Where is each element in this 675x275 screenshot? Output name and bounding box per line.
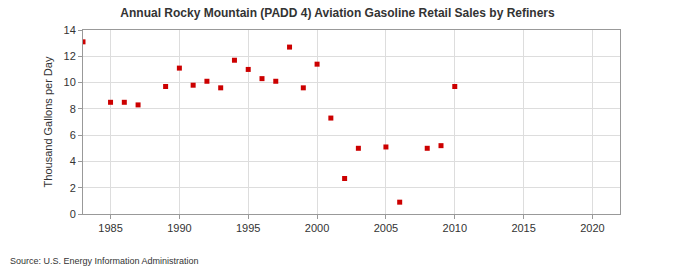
svg-text:0: 0: [70, 208, 76, 220]
svg-text:1990: 1990: [167, 222, 191, 234]
svg-text:8: 8: [70, 103, 76, 115]
svg-text:14: 14: [64, 24, 76, 36]
svg-text:2010: 2010: [443, 222, 467, 234]
svg-text:12: 12: [64, 50, 76, 62]
svg-text:2020: 2020: [580, 222, 604, 234]
svg-text:1985: 1985: [98, 222, 122, 234]
svg-text:Thousand Gallons per Day: Thousand Gallons per Day: [42, 56, 54, 187]
svg-text:2: 2: [70, 182, 76, 194]
svg-text:1995: 1995: [236, 222, 260, 234]
svg-text:10: 10: [64, 76, 76, 88]
svg-text:2000: 2000: [305, 222, 329, 234]
svg-text:Source: U.S. Energy Informatio: Source: U.S. Energy Information Administ…: [10, 256, 199, 266]
svg-text:6: 6: [70, 129, 76, 141]
svg-text:Annual Rocky Mountain (PADD 4): Annual Rocky Mountain (PADD 4) Aviation …: [120, 6, 555, 20]
svg-text:2005: 2005: [374, 222, 398, 234]
svg-text:4: 4: [70, 155, 76, 167]
svg-text:2015: 2015: [511, 222, 535, 234]
